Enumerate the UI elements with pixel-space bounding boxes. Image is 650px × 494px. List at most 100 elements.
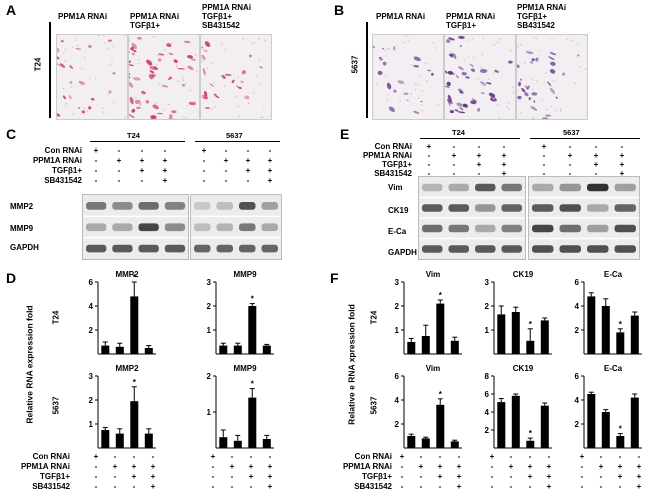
- pore-mark: [167, 103, 170, 106]
- blot-band: [614, 204, 636, 212]
- pore-mark: [71, 46, 73, 48]
- cell-mark: [190, 58, 197, 61]
- panel-d-x-tgfb: TGFβ1+: [40, 472, 70, 481]
- sign-mark: -: [594, 142, 598, 151]
- cell-mark: [480, 92, 485, 95]
- pore-mark: [536, 80, 538, 83]
- cell-mark: [157, 58, 162, 62]
- sign-mark: +: [399, 452, 405, 461]
- cell-mark: [548, 56, 555, 60]
- sign-mark: -: [94, 166, 98, 175]
- pore-mark: [237, 76, 239, 78]
- cell-mark: [88, 45, 92, 48]
- cell-mark: [240, 80, 244, 84]
- blot-band: [239, 202, 256, 210]
- cell-mark: [187, 65, 194, 70]
- y-tick-label: 4: [575, 396, 580, 405]
- panel-e-row-tgfb: TGFβ1+: [382, 160, 412, 169]
- panel-b-col1: PPM1A RNAi: [376, 12, 426, 21]
- sign-mark: -: [132, 452, 136, 461]
- cell-mark: [430, 72, 434, 76]
- pore-mark: [414, 83, 416, 85]
- pore-mark: [471, 38, 474, 40]
- bar: [630, 397, 639, 448]
- chart-title: CK19: [513, 270, 534, 279]
- sign-mark: +: [245, 166, 251, 175]
- sign-mark: +: [131, 472, 137, 481]
- pore-mark: [107, 47, 110, 50]
- cell-mark: [525, 51, 534, 54]
- pore-mark: [157, 54, 160, 57]
- pore-mark: [72, 113, 74, 116]
- cell-mark: [171, 110, 177, 114]
- sign-mark: -: [246, 146, 250, 155]
- pore-mark: [253, 42, 256, 44]
- sign-mark: -: [117, 146, 121, 155]
- pore-mark: [508, 102, 510, 104]
- cell-mark: [173, 59, 178, 63]
- pore-mark: [70, 86, 73, 88]
- cell-mark: [377, 70, 383, 76]
- panel-c-letter: C: [6, 126, 17, 142]
- blot-band: [112, 223, 133, 232]
- sign-mark: +: [476, 151, 482, 160]
- cell-mark: [107, 39, 113, 42]
- pore-mark: [493, 72, 495, 75]
- pore-mark: [454, 72, 456, 75]
- cell-mark: [480, 81, 487, 86]
- pore-mark: [109, 63, 112, 66]
- panel-a-col2: PPM1A RNAi TGFβ1+: [130, 12, 180, 30]
- cell-mark: [201, 54, 206, 61]
- blot-band: [138, 244, 159, 253]
- y-tick-label: 2: [575, 326, 580, 335]
- cell-mark: [202, 68, 206, 76]
- cell-mark: [393, 46, 396, 51]
- bar: [233, 440, 242, 448]
- pore-mark: [182, 79, 185, 82]
- cell-mark: [545, 114, 551, 117]
- cell-mark: [62, 95, 66, 100]
- pore-mark: [255, 75, 258, 77]
- pore-mark: [420, 104, 423, 106]
- sign-mark: -: [502, 142, 506, 151]
- bar-chart-f-5637-eca: E-Ca 2 4 6 *: [575, 364, 642, 449]
- bar: [101, 345, 110, 354]
- panel-c-group-5637: 5637: [226, 131, 243, 140]
- bar: [540, 405, 549, 448]
- significance-star: *: [619, 320, 623, 329]
- micrograph-a-2: [128, 34, 200, 120]
- sign-mark: +: [248, 472, 254, 481]
- pore-mark: [413, 65, 415, 67]
- pore-mark: [103, 35, 105, 36]
- blot-band: [475, 224, 496, 233]
- sign-mark: -: [599, 472, 603, 481]
- panel-a-col3: PPM1A RNAi TGFβ1+ SB431542: [202, 3, 252, 30]
- sign-mark: -: [202, 166, 206, 175]
- bar: [407, 436, 416, 448]
- sign-mark: -: [419, 472, 423, 481]
- y-tick-label: 1: [485, 326, 490, 335]
- chart-title: MMP9: [233, 364, 257, 373]
- y-tick-label: 1: [207, 326, 212, 335]
- sign-mark: -: [202, 176, 206, 185]
- sign-mark: +: [150, 462, 156, 471]
- cell-mark: [471, 68, 476, 72]
- cell-mark: [186, 55, 194, 59]
- blot-band: [86, 223, 107, 232]
- pore-mark: [224, 49, 227, 51]
- sign-mark: +: [162, 176, 168, 185]
- pore-mark: [64, 60, 67, 62]
- blot-band: [164, 202, 186, 210]
- y-tick-label: 2: [395, 302, 400, 311]
- bar: [450, 441, 459, 448]
- cell-mark: [57, 55, 59, 59]
- pore-mark: [545, 108, 548, 111]
- pore-mark: [194, 100, 197, 103]
- sign-mark: -: [438, 452, 442, 461]
- bar: [219, 345, 228, 354]
- sign-mark: -: [211, 482, 215, 491]
- sign-mark: +: [162, 166, 168, 175]
- sign-mark: +: [248, 462, 254, 471]
- sign-mark: -: [400, 462, 404, 471]
- cell-mark: [204, 106, 210, 109]
